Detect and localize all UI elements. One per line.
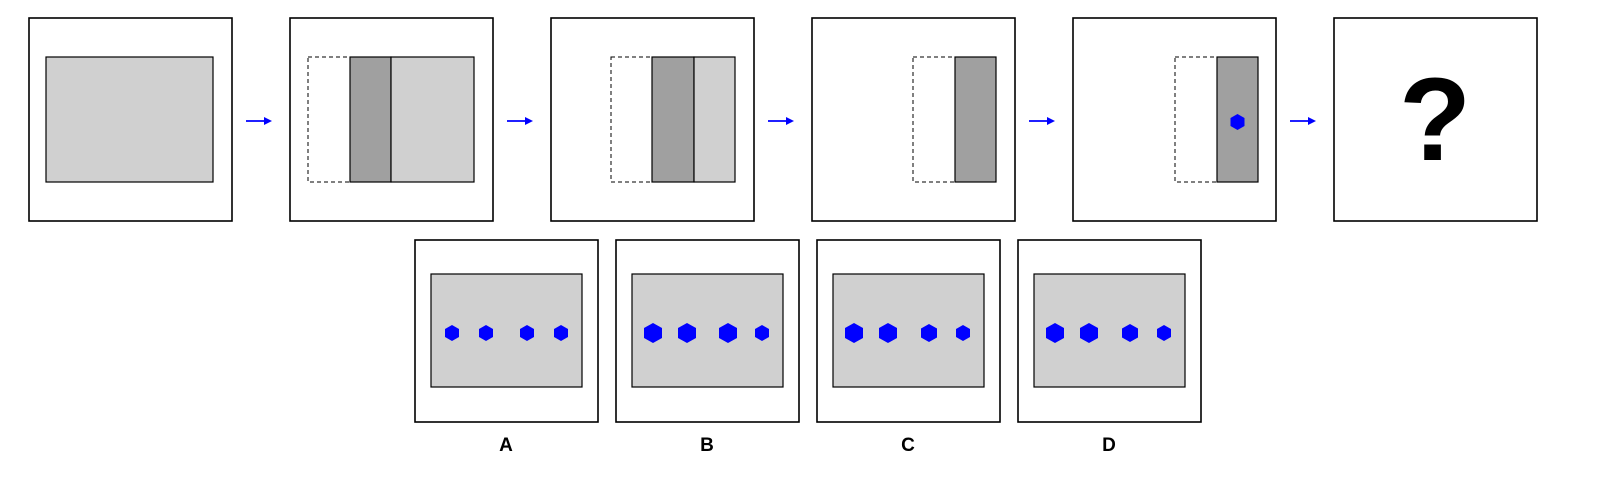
step-4-panel [811,17,1016,222]
option-a-label: A [499,435,513,456]
arrow-3 [768,117,794,125]
paper-remainder [390,56,475,183]
step-3-panel [550,17,755,222]
option-b-hole-1 [644,323,662,343]
folded-away-outline [1174,56,1218,183]
option-b-panel[interactable]: B [615,239,800,456]
option-b-hole-3 [719,323,737,343]
step-1-panel [28,17,233,222]
option-d-hole-2 [1080,323,1098,343]
paper-remainder [693,56,736,183]
option-d-hole-1 [1046,323,1064,343]
folded-away-outline [307,56,351,183]
folded-flap [349,56,392,183]
question-frame [1333,17,1538,222]
arrow-4 [1029,117,1055,125]
punched-hole-hexagon [1230,114,1245,130]
option-d-hole-4 [1157,325,1171,341]
option-b-hole-2 [678,323,696,343]
option-a-hole-3 [520,325,534,341]
step-5-panel [1072,17,1277,222]
option-c-hole-1 [845,323,863,343]
option-b-label: B [700,435,714,456]
option-a-panel[interactable]: A [414,239,599,456]
folded-away-outline [912,56,956,183]
option-a-hole-2 [479,325,493,341]
question-mark: ? [1399,54,1471,186]
option-d-label: D [1102,435,1116,456]
option-d-panel[interactable]: D [1017,239,1202,456]
question-panel: ? [1333,17,1538,222]
folded-stack [954,56,997,183]
arrow-1 [246,117,272,125]
option-b-hole-4 [755,325,769,341]
option-c-hole-3 [921,324,937,342]
option-c-hole-4 [956,325,970,341]
option-a-hole-1 [445,325,459,341]
option-c-panel[interactable]: C [816,239,1001,456]
option-c-hole-2 [879,323,897,343]
paper-sheet [45,56,214,183]
folded-flap [651,56,695,183]
option-c-label: C [901,435,915,456]
folded-away-outline [610,56,653,183]
arrow-5 [1290,117,1316,125]
option-d-hole-3 [1122,324,1138,342]
option-a-hole-4 [554,325,568,341]
step-2-panel [289,17,494,222]
arrow-2 [507,117,533,125]
